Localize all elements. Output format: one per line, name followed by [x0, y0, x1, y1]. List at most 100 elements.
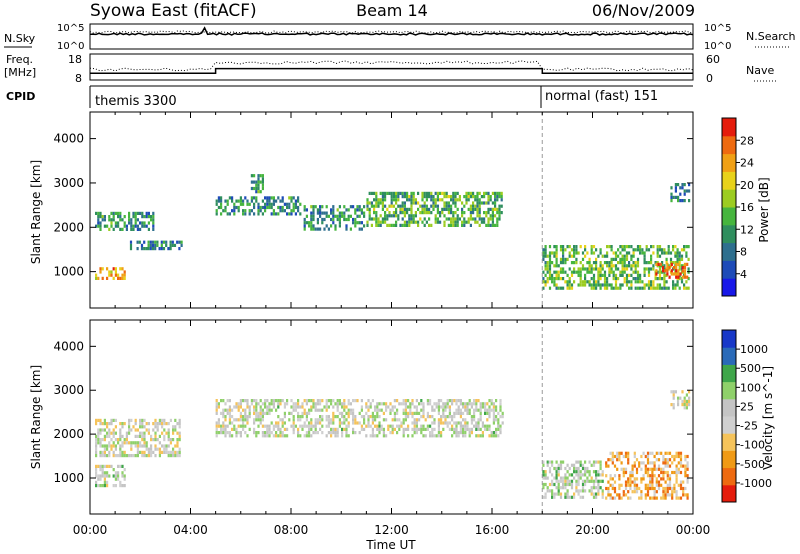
echo-cell [436, 220, 439, 224]
echo-cell [292, 427, 295, 431]
echo-cell [568, 286, 571, 290]
echo-cell [555, 479, 558, 483]
echo-cell [603, 283, 607, 287]
echo-cell [492, 431, 495, 435]
echo-cell [429, 399, 432, 403]
echo-cell [577, 473, 580, 477]
echo-cell [605, 496, 608, 500]
echo-cell [319, 214, 322, 218]
echo-cell [301, 405, 304, 409]
echo-cell [562, 261, 565, 265]
echo-cell [242, 424, 245, 428]
nave-trace [89, 60, 694, 72]
echo-cell [154, 243, 157, 247]
echo-cell [121, 267, 124, 271]
echo-cell [639, 277, 642, 281]
echo-cell [559, 277, 563, 281]
echo-cell [675, 474, 678, 478]
y-tick-label: 3000 [53, 383, 84, 397]
echo-cell [577, 482, 580, 487]
echo-cell [610, 245, 613, 249]
echo-cell [670, 262, 673, 266]
echo-cell [119, 434, 122, 438]
echo-cell [619, 261, 622, 265]
echo-cell [407, 424, 410, 428]
echo-cell [653, 464, 656, 468]
echo-cell [470, 415, 473, 419]
echo-cell [242, 399, 245, 403]
echo-cell [616, 458, 619, 462]
echo-cell [687, 277, 690, 281]
echo-cell [566, 470, 569, 474]
echo-cell [158, 441, 161, 445]
echo-cell [99, 215, 102, 219]
echo-cell [103, 477, 106, 481]
echo-cell [239, 424, 242, 428]
echo-cell [679, 464, 683, 468]
echo-cell [360, 408, 363, 412]
echo-cell [650, 254, 653, 258]
echo-cell [433, 402, 436, 406]
echo-cell [635, 467, 639, 471]
echo-cell [496, 191, 499, 195]
echo-cell [546, 280, 549, 284]
echo-cell [108, 444, 111, 448]
echo-cell [272, 399, 275, 403]
echo-cell [250, 199, 253, 203]
echo-cell [688, 183, 691, 187]
echo-cell [606, 264, 609, 268]
echo-cell [621, 264, 624, 268]
echo-cell [114, 471, 117, 475]
echo-cell [270, 402, 273, 406]
echo-cell [174, 454, 177, 458]
freq-label-line2: [MHz] [4, 66, 36, 79]
echo-cell [343, 399, 346, 403]
echo-cell [454, 211, 457, 215]
echo-cell [623, 270, 626, 274]
echo-cell [463, 220, 466, 224]
echo-cell [677, 483, 680, 487]
echo-cell [683, 275, 687, 279]
echo-cell [382, 411, 385, 415]
echo-cell [663, 264, 666, 268]
echo-cell [97, 215, 100, 219]
echo-cell [606, 277, 609, 281]
echo-cell [679, 272, 682, 276]
echo-cell [370, 223, 373, 227]
echo-cell [352, 421, 355, 425]
echo-cell [491, 214, 494, 218]
echo-cell [275, 421, 278, 425]
echo-cell [661, 266, 665, 270]
echo-cell [136, 218, 139, 222]
echo-cell [310, 227, 313, 231]
echo-cell [228, 411, 231, 415]
echo-cell [366, 201, 369, 205]
echo-cell [461, 220, 464, 224]
echo-cell [469, 214, 472, 218]
echo-cell [283, 421, 286, 425]
echo-cell [653, 496, 656, 500]
echo-cell [429, 415, 432, 419]
echo-cell [228, 418, 231, 422]
echo-cell [621, 261, 624, 265]
echo-cell [294, 205, 297, 210]
echo-cell [167, 438, 170, 442]
echo-cell [343, 405, 346, 409]
echo-cell [661, 261, 664, 265]
echo-cell [224, 408, 227, 412]
echo-cell [623, 245, 626, 249]
echo-cell [391, 424, 394, 428]
time-tick-label: 20:00 [575, 523, 610, 537]
echo-cell [101, 468, 104, 472]
echo-cell [564, 270, 567, 274]
echo-cell [336, 214, 339, 218]
echo-cell [631, 490, 634, 494]
echo-cell [391, 408, 394, 412]
echo-cell [283, 434, 286, 438]
echo-cell [376, 424, 379, 428]
echo-cell [455, 424, 458, 428]
echo-cell [297, 205, 300, 210]
echo-cell [174, 425, 177, 429]
echo-cell [292, 415, 295, 419]
echo-cell [250, 196, 253, 200]
